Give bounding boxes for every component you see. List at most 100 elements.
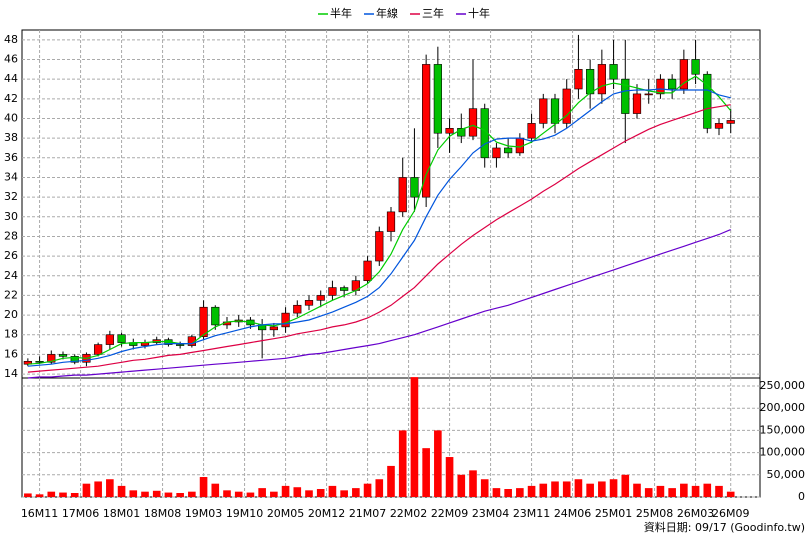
y-tick-label: 18 [4,328,18,341]
volume-bar [516,488,524,497]
y-tick-label: 36 [4,151,18,164]
volume-bar [293,487,302,497]
footer: 資料日期: 09/17 (Goodinfo.tw) [644,520,805,534]
volume-bar [586,483,594,497]
candle-body [105,334,114,345]
candle-body [668,78,677,90]
x-tick-label: 16M11 [21,507,59,520]
candle-body [340,287,349,291]
candle-body [644,93,653,96]
x-tick-label: 26M03 [677,507,715,520]
volume-bar [316,489,325,497]
x-tick-label: 21M07 [349,507,387,520]
volume-bar [258,488,266,497]
volume-bar [691,485,700,497]
candle-body [363,260,372,281]
x-tick-label: 18M08 [144,507,182,520]
candle-body [316,295,325,301]
volume-bar [152,490,161,497]
candle-body [422,64,431,198]
candle-body [328,287,337,296]
candle-body [609,64,618,80]
volume-bar [410,377,419,497]
volume-bar [633,483,641,497]
volume-bar [375,479,384,497]
ma-line [27,88,731,367]
x-tick-label: 23M11 [513,507,551,520]
volume-bar [340,490,348,497]
volume-tick-label: 100,000 [760,446,806,459]
ma-line [27,229,731,379]
candle-body [468,108,478,137]
candle-body [23,360,32,365]
volume-bar [504,489,512,497]
ma-line [27,75,732,365]
volume-bar [94,481,102,497]
candle-body [94,344,103,355]
volume-tick-label: 50,000 [767,468,806,481]
candle-body [375,231,384,262]
volume-bar [129,490,138,497]
volume-bar [726,491,735,497]
y-tick-label: 28 [4,229,18,242]
volume-bar [59,492,67,497]
x-tick-label: 23M04 [472,507,510,520]
candle-body [117,334,126,343]
candle-body [703,73,712,129]
volume-bar [35,494,44,497]
candle-body [58,354,68,357]
legend: 半年 年線 三年 十年 [318,6,490,20]
volume-bar [117,485,126,497]
candle-body [691,59,700,75]
candle-body [211,306,220,326]
volume-bar [621,474,630,497]
volume-bar [305,490,313,497]
volume-bar [246,492,255,497]
candle-body [293,304,302,314]
legend-label: 十年 [468,6,490,20]
volume-bar [457,474,466,497]
volume-tick-label: 0 [798,490,805,503]
candle-body [47,354,56,363]
candle-body [304,300,314,306]
candle-body [597,64,606,95]
candle-body [445,128,454,134]
candle-body [586,69,595,95]
volume-bar [422,448,430,497]
candle-body [550,98,560,124]
y-tick-label: 16 [4,347,18,360]
legend-label: 年線 [376,6,398,20]
volume-bar [492,488,501,497]
x-tick-label: 26M09 [712,507,750,520]
candle-body [574,69,583,90]
ma-line [27,104,731,373]
volume-bar [328,485,337,497]
volume-bar [668,488,676,497]
x-tick-label: 19M10 [226,507,264,520]
volume-bar [164,492,173,497]
candle-body [433,64,442,134]
candle-body [398,177,407,213]
candle-body [562,88,571,124]
legend-label: 半年 [330,6,352,20]
candle-body [199,306,208,338]
y-tick-label: 26 [4,249,18,262]
volume-bar [176,493,184,497]
candle-body [726,120,735,124]
candle-body [281,312,290,328]
volume-tick-label: 150,000 [760,423,806,436]
volume-tick-label: 200,000 [760,401,806,414]
x-tick-label: 25M08 [636,507,674,520]
candle-body [679,59,688,90]
volume-bar [270,491,278,497]
candle-body [269,326,278,331]
y-tick-label: 32 [4,190,18,203]
volume-tick-label: 250,000 [760,379,806,392]
volume-bar [352,488,360,497]
y-tick-label: 42 [4,92,18,105]
candle-body [176,344,185,346]
volume-bar [281,485,290,497]
volume-bar [223,490,231,497]
y-tick-label: 14 [4,367,18,380]
